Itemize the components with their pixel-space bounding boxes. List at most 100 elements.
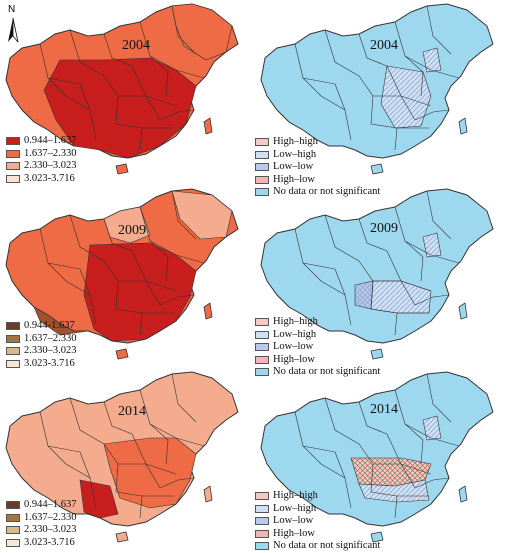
china-map-2004-lisa bbox=[260, 3, 494, 175]
province-border bbox=[394, 127, 398, 151]
region-central bbox=[83, 242, 197, 342]
map-panel-2004-value: 2004 0.944–1.637 1.637–2.330 2.330–3.023… bbox=[0, 0, 250, 184]
province-border bbox=[165, 256, 169, 282]
legend-item: High–high bbox=[255, 316, 380, 329]
legend-item: High–low bbox=[255, 174, 380, 187]
year-label: 2009 bbox=[118, 223, 146, 238]
legend-swatch-no-data bbox=[255, 542, 269, 551]
legend-swatch-low-high bbox=[255, 330, 269, 339]
legend-swatch bbox=[6, 149, 20, 158]
legend-swatch-low-low bbox=[255, 163, 269, 172]
province-border bbox=[426, 190, 452, 240]
legend-item: 3.023-3.716 bbox=[6, 537, 77, 550]
region-low-high-north bbox=[422, 47, 442, 73]
province-border bbox=[139, 312, 143, 336]
legend-swatch bbox=[6, 538, 20, 547]
legend-item: 2.330–3.023 bbox=[6, 524, 77, 537]
province-border bbox=[404, 423, 460, 447]
hainan-island bbox=[115, 348, 129, 360]
legend-item: No data or not significant bbox=[255, 540, 380, 553]
region-northeast bbox=[171, 3, 233, 61]
province-border bbox=[386, 433, 416, 489]
taiwan-island bbox=[458, 117, 468, 135]
value-legend-2014: 0.944–1.637 1.637–2.330 2.330–3.023 3.02… bbox=[6, 499, 77, 549]
province-border bbox=[149, 240, 205, 264]
taiwan-island bbox=[203, 302, 213, 320]
hainan-island bbox=[370, 163, 384, 175]
province-border bbox=[69, 29, 105, 77]
province-border bbox=[159, 294, 195, 306]
legend-item: 2.330–3.023 bbox=[6, 345, 77, 358]
legend-item: High–low bbox=[255, 354, 380, 367]
province-border bbox=[149, 423, 205, 447]
north-label: N bbox=[8, 4, 16, 15]
year-label: 2014 bbox=[370, 402, 398, 417]
legend-item: Low–high bbox=[255, 149, 380, 162]
legend-swatch bbox=[6, 513, 20, 522]
region-central bbox=[43, 57, 197, 159]
legend-item: 3.023-3.716 bbox=[6, 173, 77, 186]
legend-swatch-high-high bbox=[255, 318, 269, 327]
legend-swatch-high-high bbox=[255, 138, 269, 147]
province-border bbox=[386, 65, 416, 121]
region-low-high-north bbox=[422, 232, 442, 258]
value-legend-2004: 0.944–1.637 1.637–2.330 2.330–3.023 3.02… bbox=[6, 135, 77, 185]
year-label: 2004 bbox=[122, 38, 150, 53]
taiwan-island bbox=[203, 485, 213, 503]
province-border bbox=[420, 439, 424, 465]
hainan-island bbox=[370, 348, 384, 360]
north-arrow: N bbox=[6, 4, 20, 44]
taiwan-island bbox=[203, 117, 213, 135]
hainan-island bbox=[115, 163, 129, 175]
province-border bbox=[131, 433, 161, 489]
legend-item: High–low bbox=[255, 528, 380, 541]
region-low-low bbox=[354, 280, 374, 310]
province-border bbox=[165, 71, 169, 97]
province-border bbox=[171, 190, 197, 240]
value-legend-2009: 0.944-1.637 1.637–2.330 2.330–3.023 3.02… bbox=[6, 320, 77, 370]
legend-swatch-high-high bbox=[255, 492, 269, 501]
province-border bbox=[149, 55, 205, 79]
legend-item: 3.023-3.716 bbox=[6, 358, 77, 371]
legend-swatch-high-low bbox=[255, 175, 269, 184]
china-map-2009-value bbox=[5, 188, 239, 360]
legend-item: 0.944–1.637 bbox=[6, 135, 77, 148]
province-border bbox=[139, 495, 143, 519]
map-panel-2009-value: 2009 0.944-1.637 1.637–2.330 2.330–3.023… bbox=[0, 185, 250, 369]
province-border bbox=[414, 477, 450, 489]
legend-item: Low–low bbox=[255, 161, 380, 174]
legend-item: High–high bbox=[255, 136, 380, 149]
province-border bbox=[69, 397, 105, 445]
region-southwest bbox=[79, 479, 119, 519]
province-border bbox=[394, 495, 398, 519]
legend-swatch-high-low bbox=[255, 529, 269, 538]
china-map-2014-lisa bbox=[260, 371, 494, 543]
region-east bbox=[103, 437, 197, 509]
legend-swatch bbox=[6, 322, 20, 331]
province-border bbox=[420, 256, 424, 282]
province-border bbox=[302, 262, 346, 296]
province-border bbox=[69, 214, 105, 262]
legend-item: 2.330–3.023 bbox=[6, 160, 77, 173]
legend-item: Low–high bbox=[255, 503, 380, 516]
province-border bbox=[159, 477, 195, 489]
province-border bbox=[420, 71, 424, 97]
province-border bbox=[159, 109, 195, 121]
province-border bbox=[414, 109, 450, 121]
province-border bbox=[103, 33, 133, 67]
legend-swatch bbox=[6, 359, 20, 368]
legend-item: 1.637–2.330 bbox=[6, 512, 77, 525]
legend-swatch-low-high bbox=[255, 504, 269, 513]
map-panel-2014-lisa: 2014 High–high Low–high Low–low High–low… bbox=[255, 368, 505, 551]
province-border bbox=[426, 373, 452, 423]
province-border bbox=[103, 401, 133, 435]
legend-swatch-no-data bbox=[255, 368, 269, 377]
province-border bbox=[414, 294, 450, 306]
map-panel-2004-lisa: 2004 High–high Low–high Low–low High–low… bbox=[255, 0, 505, 197]
lisa-legend-2004: High–high Low–high Low–low High–low No d… bbox=[255, 136, 380, 199]
province-border bbox=[324, 29, 360, 77]
region-low-high-north bbox=[422, 415, 442, 441]
legend-swatch-low-high bbox=[255, 150, 269, 159]
taiwan-island bbox=[458, 485, 468, 503]
province-border bbox=[394, 312, 398, 336]
